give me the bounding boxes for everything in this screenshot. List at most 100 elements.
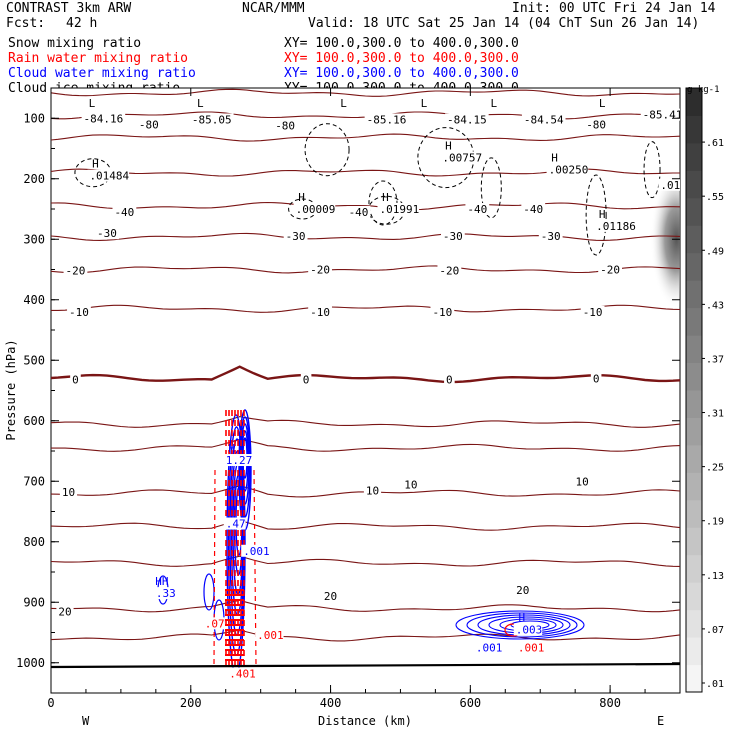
temperature-label-bg bbox=[465, 203, 490, 215]
rain-water-contour bbox=[213, 469, 216, 666]
temperature-label-bg bbox=[67, 305, 91, 318]
dashed-mixing-contour bbox=[585, 174, 607, 256]
temperature-contour-line bbox=[51, 519, 680, 531]
temperature-contour-line bbox=[51, 304, 680, 313]
temperature-label: -40 bbox=[523, 203, 543, 216]
temperature-label: -80 bbox=[586, 118, 606, 131]
colorbar-segment bbox=[686, 280, 702, 309]
colorbar-segment bbox=[686, 499, 702, 528]
colorbar-segment bbox=[686, 582, 702, 611]
temperature-labels: -84.16 -80 -85.05 -80 -85.16 -84.15 -84.54 -80 -… bbox=[56, 108, 680, 618]
temperature-label-bg bbox=[364, 113, 409, 126]
extremum-mark: H bbox=[228, 442, 235, 455]
extremum-mark: H bbox=[298, 191, 305, 204]
extremum-label-bg bbox=[87, 169, 130, 182]
colorbar-segment bbox=[686, 307, 702, 336]
temperature-label-bg bbox=[95, 227, 119, 240]
colorbar-segment bbox=[686, 142, 702, 171]
temperature-contour-line bbox=[51, 232, 680, 241]
y-tick-label: 400 bbox=[23, 293, 45, 307]
extremum-label-bg bbox=[202, 617, 225, 630]
colorbar-label: .61 bbox=[706, 138, 724, 149]
x-tick-label: 800 bbox=[599, 696, 621, 710]
colorbar-segment bbox=[686, 88, 702, 116]
cloud-ice-shade-blob bbox=[650, 169, 680, 310]
temperature-label: -10 bbox=[432, 306, 452, 319]
extremum-mark: L bbox=[197, 97, 204, 110]
temperature-label: 10 bbox=[62, 486, 75, 499]
colorbar-unit: g kg-1 bbox=[687, 85, 720, 95]
extremum-mark: HH bbox=[155, 575, 168, 588]
colorbar: .61 .55 .49 .43 .37 .31 .25 .19 .13 .07 .01 g kg-1 bbox=[685, 85, 724, 693]
plot-area bbox=[50, 87, 681, 694]
org-label: NCAR/MMM bbox=[242, 1, 305, 16]
cloud-water-contour bbox=[238, 409, 252, 531]
temperature-contour-line bbox=[51, 555, 680, 567]
extremum-mark: L bbox=[340, 97, 347, 110]
temperature-label: 10 bbox=[366, 484, 379, 497]
x-axis: 0 200 400 600 800 bbox=[47, 88, 681, 710]
model-title: CONTRAST 3km ARW bbox=[6, 1, 131, 16]
temperature-label-bg bbox=[308, 305, 332, 318]
forecast-label: Fcst: bbox=[6, 16, 45, 31]
temperature-label-bg bbox=[445, 113, 489, 126]
temperature-label: 0 bbox=[72, 374, 79, 387]
colorbar-segment bbox=[686, 197, 702, 226]
temperature-label-bg bbox=[514, 584, 532, 597]
extremum-label-bg bbox=[594, 219, 636, 232]
temperature-label-bg bbox=[538, 230, 563, 243]
temperature-label: -20 bbox=[600, 264, 620, 277]
x-tick-label: 600 bbox=[459, 696, 481, 710]
extremum-value: .00250 bbox=[549, 164, 589, 177]
temperature-label: -20 bbox=[439, 265, 459, 278]
temperature-label-bg bbox=[63, 264, 88, 277]
ground-line bbox=[51, 662, 680, 669]
temperature-label: 10 bbox=[576, 475, 589, 488]
extremum-value: .01186 bbox=[596, 220, 636, 233]
temperature-label-bg bbox=[573, 475, 591, 488]
colorbar-label: .07 bbox=[706, 625, 724, 636]
colorbar-label: .25 bbox=[706, 463, 724, 474]
temperature-label-bg bbox=[321, 590, 340, 603]
west-endpoint: W bbox=[82, 714, 90, 728]
extremum-value: .00009 bbox=[296, 203, 336, 216]
temperature-contour-line bbox=[51, 201, 680, 211]
y-tick-label: 300 bbox=[23, 232, 45, 246]
temperature-label: -80 bbox=[139, 118, 159, 131]
temperature-label: -40 bbox=[467, 203, 487, 216]
dashed-mixing-contour bbox=[643, 141, 661, 199]
extremum-value: .016 bbox=[660, 179, 687, 192]
temperature-label-bg bbox=[136, 118, 161, 131]
temperature-label-bg bbox=[590, 372, 602, 385]
temperature-label-bg bbox=[70, 373, 81, 386]
y-tick-label: 600 bbox=[23, 414, 45, 428]
temperature-label: -85.05 bbox=[192, 113, 232, 126]
temperature-label: 0 bbox=[446, 374, 453, 387]
colorbar-segment bbox=[686, 390, 702, 418]
temperature-label: -30 bbox=[541, 230, 561, 243]
extremum-value: .01991 bbox=[379, 203, 419, 216]
temperature-label-bg bbox=[346, 206, 371, 219]
colorbar-label: .55 bbox=[706, 192, 724, 203]
temperature-label: -20 bbox=[66, 265, 86, 278]
extremum-value: .00757 bbox=[442, 152, 482, 165]
colorbar-frame bbox=[685, 87, 703, 693]
temperature-label-bg bbox=[189, 113, 234, 126]
legend-field-xy: XY= 100.0,300.0 to 400.0,300.0 bbox=[284, 36, 519, 51]
temperature-contour-line bbox=[51, 365, 680, 384]
temperature-label-bg bbox=[640, 108, 680, 121]
extremum-label-bg bbox=[473, 641, 503, 654]
temperature-label: 20 bbox=[324, 590, 337, 603]
temperature-label: -30 bbox=[443, 230, 463, 243]
extremum-mark: H bbox=[599, 208, 606, 221]
init-time: Init: 00 UTC Fri 24 Jan 14 bbox=[512, 1, 716, 16]
dashed-mixing-contour bbox=[304, 123, 350, 177]
extremum-value: .01484 bbox=[89, 170, 129, 183]
temperature-contour-line bbox=[51, 599, 680, 613]
y-axis-label: Pressure (hPa) bbox=[4, 339, 18, 440]
colorbar-label: .37 bbox=[706, 354, 724, 365]
x-tick-label: 400 bbox=[320, 696, 342, 710]
colorbar-segment bbox=[686, 554, 702, 583]
